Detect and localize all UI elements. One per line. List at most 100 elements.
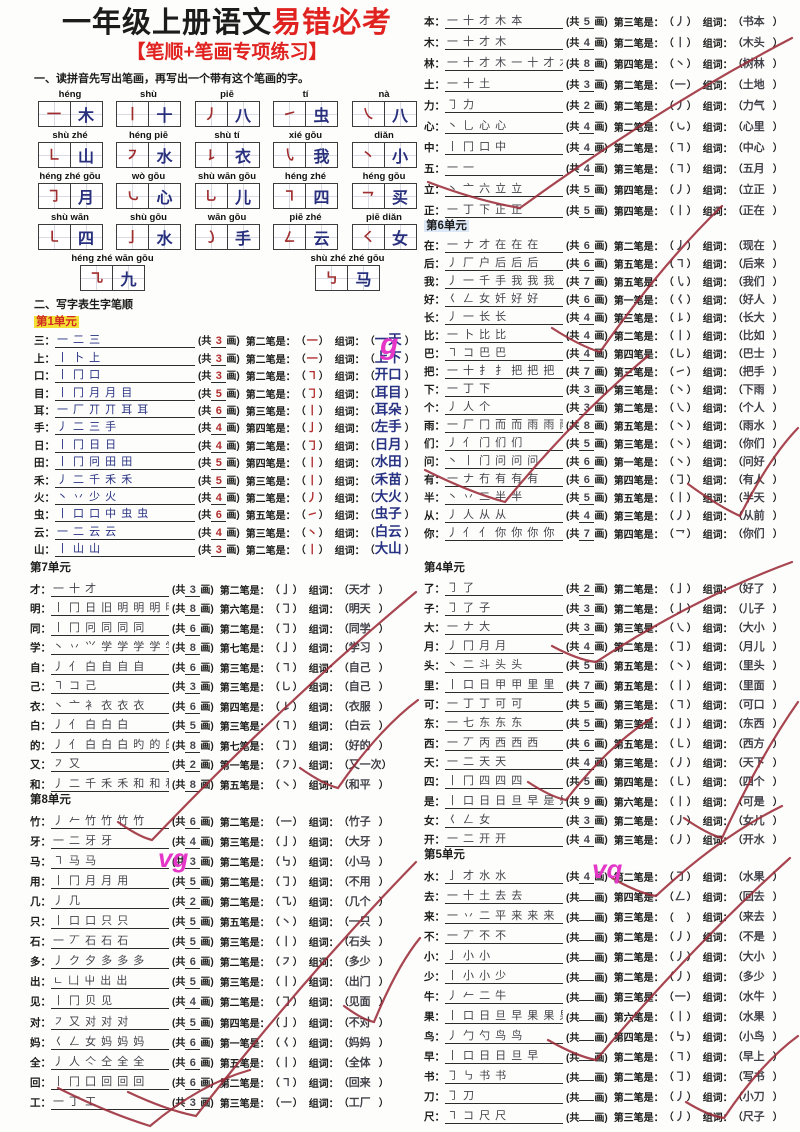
handwritten-word: 五月 [742,163,765,175]
word-parens: （不对） [339,1014,389,1030]
question-label: 第四笔是： [613,60,664,71]
word-parens: （里面） [733,677,783,693]
handwritten-word: 下雨 [742,384,765,396]
handwritten-character: 儿 [234,190,251,207]
word-parens: （同学） [339,620,389,636]
handwritten-answer: ㇟ [280,681,292,693]
handwritten-count [579,980,595,982]
handwritten-answer: 亅 [280,1016,292,1029]
character-box: 水 [149,224,181,250]
handwritten-stroke-order: 一 厂 丌 丌 耳 耳 [55,403,195,418]
stroke-order-row: 不：一 丆 不 不 (共 画) 第二笔是： （丿） 组词： （不是） [424,924,798,945]
zuci-label: 组词： [334,337,365,349]
handwritten-count: 3 [185,856,201,869]
handwritten-word: 里头 [742,660,765,673]
row-character: 木： [424,37,445,49]
row-character: 四： [424,776,445,789]
handwritten-stroke: ㇃ [125,188,140,204]
handwritten-count: 3 [185,584,201,597]
zuci-label: 组词： [702,476,733,487]
stroke-grid-cell: nà ㇏八 [348,89,420,127]
handwritten-stroke: ㇙ [204,147,218,163]
handwritten-count: 6 [579,241,595,253]
stroke-count: (共 3 画) [566,814,608,828]
question-label: 第五笔是： [613,681,664,693]
stroke-box: ㇁ [194,224,228,250]
handwritten-answer: ㇟ [674,348,686,360]
handwritten-stroke-order: 一 ナ 冇 有 有 有 [445,472,563,487]
handwritten-count: 8 [185,779,201,792]
stroke-order-row: 从：丿 人 从 从 (共 4 画) 第三笔是： （丿） 组词： （从前） [424,505,798,523]
handwritten-count [579,1020,595,1022]
zuci-label: 组词： [702,893,733,905]
unit-header: 第4单元 [424,562,465,574]
handwritten-count: 7 [579,277,595,289]
question-label: 第二笔是： [245,354,296,366]
zuci-label: 组词： [702,60,733,71]
question-label: 第二笔是： [613,816,664,828]
handwritten-count: 5 [579,17,595,29]
handwritten-count: 3 [211,545,227,558]
stroke-order-row: 的：丿 亻 白 白 白 旳 的 的 (共 8 画) 第七笔是： （㇆） 组词： （好的） [30,733,422,753]
stroke-order-row: 来：一 丷 二 平 来 来 来 (共 画) 第三笔是：（） 组词： （来去） [424,904,798,925]
row-character: 耳： [34,404,55,417]
stroke-order-row: 水：亅 才 水 水 (共 4 画) 第二笔是： （㇆） 组词： （水果） [424,864,798,885]
handwritten-count: 6 [579,457,595,469]
handwritten-word: 水牛 [742,991,765,1004]
answer-parens: （丨） [296,402,329,418]
handwritten-answer: ㇈ [280,895,292,908]
word-parens: （女儿） [733,812,783,828]
stroke-order-row: 好： 𡿨 𠃋 女 奷 好 好 (共 6 画) 第一笔是： （𡿨） 组词： （好人） [424,289,798,307]
unit-header: 第6单元 [424,220,469,232]
handwritten-stroke-order: 亅 才 水 水 [445,869,563,885]
character-box: 衣 [227,142,260,168]
row-character: 学： [30,642,51,654]
word-parens: （儿子） [733,600,783,616]
handwritten-count [579,900,595,902]
word-parens: （好人） [733,291,783,307]
handwritten-word: 大火 [374,488,402,504]
stroke-count: (共 8 画) [172,603,214,616]
stroke-order-row: 竹：丿 𠂉 竹 竹 竹 竹 (共 6 画) 第二笔是： （一） 组词： （竹子） [30,809,422,829]
question-label: 第四笔是： [613,350,664,361]
handwritten-word: 竹子 [348,815,371,828]
answer-parens: （𡿨） [664,291,697,307]
stroke-order-row: 了：㇆ 了 (共 2 画) 第二笔是： （亅） 组词： （好了） [424,577,798,597]
question-label: 第二笔是： [245,441,296,453]
stroke-order-row: 心：丶 乚 心 心 (共 4 画) 第二笔是： （㇃） 组词： （心里） [424,113,798,134]
row-character: 自： [30,661,51,674]
zuci-label: 组词： [702,953,733,965]
stroke-count: (共 画) [566,913,608,925]
answer-parens: （丿） [664,754,697,770]
word-parens: （问好） [733,453,783,469]
stroke-grid-cell: piē 丿八 [191,89,263,127]
zuci-label: 组词： [702,623,733,635]
stroke-count: (共 4 画) [566,510,608,523]
stroke-count: (共 4 画) [566,312,608,325]
handwritten-answer: ㇆ [280,739,292,752]
stroke-order-row: 头：丶 二 斗 头 头 (共 5 画) 第五笔是： （丶） 组词： （里头） [424,654,798,674]
handwritten-stroke-order: 一 十 才 [51,582,169,597]
stroke-count: (共 7 画) [566,276,608,289]
answer-parens: （丨） [296,454,329,470]
stroke-box: ㇗ [37,142,71,168]
word-parens: （现在） [733,237,783,253]
handwritten-answer: ㇕ [280,1076,292,1089]
handwritten-answer: ㇄ [674,776,686,789]
word-parens: （水果） [733,1008,783,1024]
answer-parens: （㇕） [664,696,697,712]
handwritten-count: 6 [579,475,595,487]
word-parens: （里头） [733,657,783,673]
handwritten-count: 6 [185,662,201,675]
handwritten-character: 水 [156,149,173,166]
question-label: 第二笔是： [613,144,664,155]
handwritten-count: 5 [579,439,595,451]
handwritten-count: 4 [185,836,201,849]
stroke-count: (共 6 画) [198,404,240,418]
stroke-order-row: 虫：丨 口 口 中 虫 虫 (共 6 画) 第五笔是： （㇀） 组词： （虫子） [34,505,420,523]
stroke-order-row: 子：㇆ 了 子 (共 3 画) 第二笔是： （亅） 组词： （儿子） [424,596,798,616]
word-parens: （自己） [339,678,389,694]
handwritten-character: 四 [77,231,94,248]
handwritten-stroke-order: ㇕ 马 马 [51,854,169,869]
handwritten-count: 3 [211,371,227,384]
